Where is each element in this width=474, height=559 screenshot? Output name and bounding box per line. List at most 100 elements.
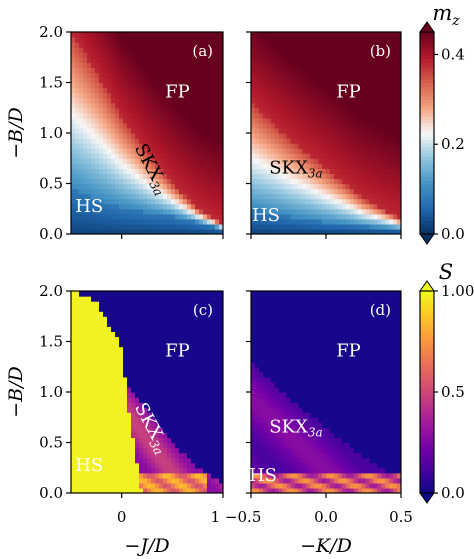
heatmap-cell: [353, 122, 359, 129]
heatmap-cell: [91, 447, 96, 454]
heatmap-cell: [314, 168, 319, 174]
heatmap-cell: [99, 82, 104, 89]
heatmap-cell: [83, 32, 88, 38]
heatmap-cell: [219, 397, 223, 403]
heatmap-cell: [191, 72, 196, 79]
heatmap-cell: [183, 178, 188, 185]
heatmap-cell: [215, 442, 220, 449]
heatmap-cell: [262, 107, 268, 114]
heatmap-cell: [385, 203, 390, 210]
heatmap-cell: [143, 386, 148, 393]
heatmap-cell: [171, 153, 176, 159]
heatmap-cell: [143, 32, 148, 38]
heatmap-cell: [103, 482, 108, 489]
heatmap-cell: [151, 218, 156, 225]
heatmap-cell: [373, 198, 378, 205]
heatmap-cell: [302, 198, 307, 205]
heatmap-cell: [191, 67, 196, 73]
heatmap-cell: [115, 57, 120, 63]
heatmap-cell: [393, 153, 398, 159]
heatmap-cell: [99, 427, 104, 433]
heatmap-cell: [310, 32, 315, 38]
heatmap-cell: [353, 203, 359, 210]
heatmap-cell: [266, 62, 272, 68]
heatmap-cell: [159, 407, 164, 413]
heatmap-cell: [163, 62, 168, 68]
heatmap-cell: [341, 223, 347, 230]
heatmap-cell: [159, 452, 164, 459]
heatmap-cell: [167, 432, 172, 439]
heatmap-cell: [71, 127, 76, 134]
heatmap-cell: [322, 148, 327, 154]
heatmap-cell: [175, 117, 180, 124]
heatmap-cell: [123, 168, 128, 174]
heatmap-cell: [155, 366, 160, 373]
heatmap-cell: [258, 447, 264, 454]
heatmap-cell: [262, 442, 268, 449]
heatmap-cell: [203, 412, 208, 418]
heatmap-cell: [302, 193, 307, 200]
heatmap-cell: [365, 122, 371, 129]
heatmap-cell: [282, 52, 288, 58]
heatmap-cell: [135, 381, 140, 388]
heatmap-cell: [266, 417, 272, 423]
heatmap-cell: [183, 392, 188, 398]
heatmap-cell: [337, 42, 343, 48]
heatmap-cell: [353, 163, 359, 169]
heatmap-cell: [262, 208, 268, 215]
heatmap-cell: [278, 158, 284, 164]
heatmap-cell: [337, 67, 343, 73]
heatmap-cell: [171, 102, 176, 109]
heatmap-cell: [262, 361, 268, 368]
heatmap-cell: [203, 72, 208, 79]
heatmap-cell: [159, 447, 164, 454]
heatmap-cell: [373, 102, 378, 109]
heatmap-cell: [262, 228, 268, 234]
heatmap-cell: [147, 213, 152, 220]
heatmap-cell: [83, 371, 88, 378]
heatmap-cell: [103, 102, 108, 109]
heatmap-cell: [337, 32, 343, 38]
heatmap-cell: [75, 57, 80, 63]
heatmap-cell: [207, 127, 212, 134]
heatmap-cell: [326, 218, 331, 225]
heatmap-cell: [159, 208, 164, 215]
heatmap-cell: [326, 203, 331, 210]
heatmap-cell: [143, 52, 148, 58]
heatmap-cell: [187, 82, 192, 89]
heatmap-cell: [262, 487, 268, 493]
heatmap-cell: [107, 296, 112, 302]
heatmap-cell: [314, 117, 319, 124]
heatmap-cell: [191, 371, 196, 378]
heatmap-cell: [389, 77, 394, 84]
heatmap-cell: [207, 407, 212, 413]
heatmap-cell: [175, 198, 180, 205]
heatmap-cell: [75, 37, 80, 43]
heatmap-cell: [107, 341, 112, 348]
heatmap-cell: [302, 57, 307, 63]
heatmap-cell: [99, 97, 104, 104]
heatmap-cell: [215, 366, 220, 373]
heatmap-cell: [135, 97, 140, 104]
heatmap-cell: [337, 72, 343, 79]
heatmap-cell: [171, 42, 176, 48]
heatmap-cell: [99, 311, 104, 317]
heatmap-cell: [262, 138, 268, 144]
heatmap-cell: [119, 153, 124, 159]
heatmap-cell: [333, 107, 339, 114]
heatmap-cell: [353, 102, 359, 109]
heatmap-cell: [266, 218, 272, 225]
heatmap-cell: [159, 198, 164, 205]
heatmap-cell: [274, 213, 280, 220]
heatmap-cell: [183, 92, 188, 99]
heatmap-cell: [365, 168, 371, 174]
heatmap-cell: [274, 37, 280, 43]
heatmap-cell: [187, 87, 192, 94]
heatmap-cell: [322, 102, 327, 109]
heatmap-cell: [151, 361, 156, 368]
heatmap-cell: [373, 153, 378, 159]
heatmap-cell: [337, 203, 343, 210]
heatmap-cell: [254, 153, 260, 159]
heatmap-cell: [270, 356, 276, 363]
heatmap-cell: [115, 472, 120, 479]
